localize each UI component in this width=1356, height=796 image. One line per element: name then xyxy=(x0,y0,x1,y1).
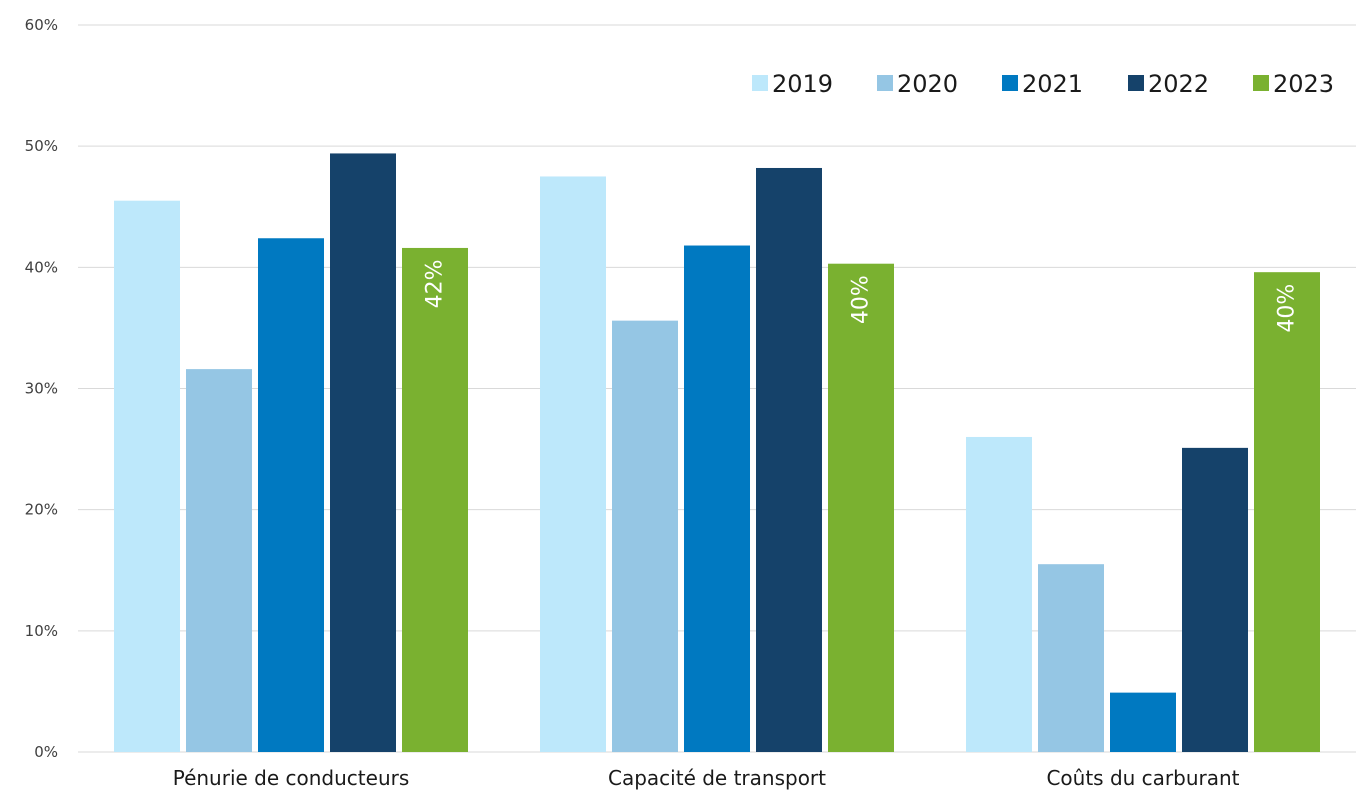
bar-2021 xyxy=(684,245,750,753)
y-tick-label: 60% xyxy=(25,16,58,34)
bars xyxy=(114,153,1320,753)
legend-swatch xyxy=(1002,75,1018,91)
y-tick-label: 40% xyxy=(25,258,58,276)
bar-2023 xyxy=(1254,272,1320,752)
y-tick-label: 10% xyxy=(25,622,58,640)
bar-2021 xyxy=(258,238,324,753)
legend-swatch xyxy=(877,75,893,91)
y-tick-label: 0% xyxy=(34,743,58,761)
y-axis-labels: 0% 10% 20% 30% 40% 50% 60% xyxy=(25,16,58,761)
bar-2023 xyxy=(402,247,468,753)
bar-2022 xyxy=(1182,447,1248,752)
legend-swatch xyxy=(1253,75,1269,91)
y-tick-label: 50% xyxy=(25,137,58,155)
legend-label: 2020 xyxy=(897,70,958,98)
x-axis-labels: Pénurie de conducteurs Capacité de transp… xyxy=(173,766,1240,790)
bar-2019 xyxy=(114,200,180,753)
legend-label: 2019 xyxy=(772,70,833,98)
bar-2020 xyxy=(1038,564,1104,752)
data-label: 42% xyxy=(423,259,448,308)
y-tick-label: 30% xyxy=(25,380,58,398)
legend-swatch xyxy=(752,75,768,91)
x-category-label: Pénurie de conducteurs xyxy=(173,766,410,790)
y-tick-label: 20% xyxy=(25,501,58,519)
legend-swatch xyxy=(1128,75,1144,91)
x-category-label: Capacité de transport xyxy=(608,766,826,790)
bar-2022 xyxy=(330,153,396,753)
x-category-label: Coûts du carburant xyxy=(1046,766,1239,790)
legend-label: 2022 xyxy=(1148,70,1209,98)
bar-2021 xyxy=(1110,692,1176,752)
legend: 2019 2020 2021 2022 2023 xyxy=(752,70,1334,98)
bar-2020 xyxy=(186,369,252,752)
data-labels: 42% 40% 40% xyxy=(423,259,1300,332)
bar-2019 xyxy=(966,436,1032,752)
bar-2020 xyxy=(612,320,678,752)
legend-label: 2023 xyxy=(1273,70,1334,98)
legend-label: 2021 xyxy=(1022,70,1083,98)
bar-2023 xyxy=(828,263,894,752)
data-label: 40% xyxy=(1275,284,1300,333)
bar-2022 xyxy=(756,167,822,752)
bar-2019 xyxy=(540,176,606,753)
data-label: 40% xyxy=(849,275,874,324)
